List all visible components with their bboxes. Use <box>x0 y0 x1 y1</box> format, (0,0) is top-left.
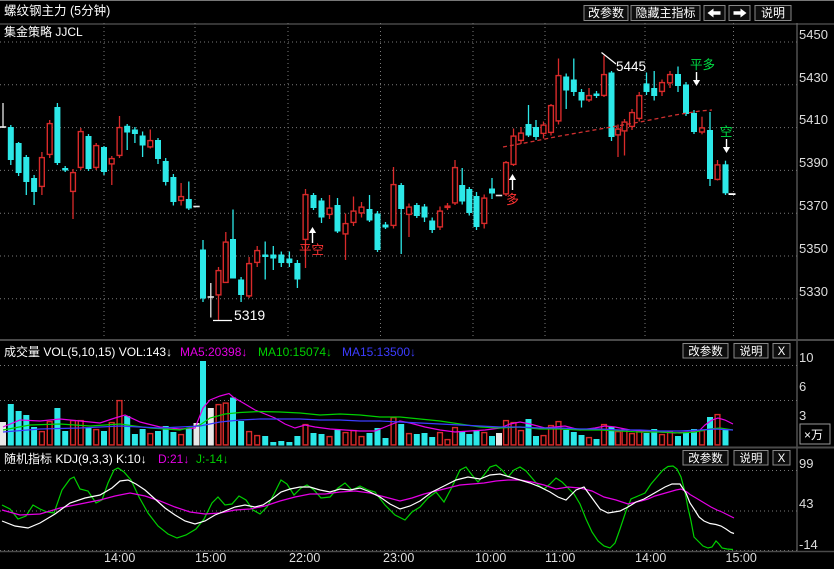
svg-text:多: 多 <box>506 192 519 207</box>
svg-text:成交量 VOL(5,10,15) VOL:143↓: 成交量 VOL(5,10,15) VOL:143↓ <box>4 344 172 359</box>
svg-text:14:00: 14:00 <box>635 551 666 565</box>
svg-text:说明: 说明 <box>740 451 763 465</box>
svg-text:5445: 5445 <box>616 59 646 74</box>
svg-text:MA15:13500↓: MA15:13500↓ <box>342 345 416 359</box>
svg-text:随机指标 KDJ(9,3,3) K:10↓: 随机指标 KDJ(9,3,3) K:10↓ <box>4 451 147 466</box>
svg-text:改参数: 改参数 <box>688 451 723 465</box>
svg-text:10: 10 <box>799 350 813 365</box>
svg-text:14:00: 14:00 <box>104 551 135 565</box>
svg-text:99: 99 <box>799 456 813 471</box>
svg-text:5350: 5350 <box>799 241 828 256</box>
svg-text:MA10:15074↓: MA10:15074↓ <box>258 345 332 359</box>
svg-text:X: X <box>778 346 786 358</box>
svg-text:MA5:20398↓: MA5:20398↓ <box>180 345 247 359</box>
svg-text:23:00: 23:00 <box>383 551 414 565</box>
svg-text:集金策略 JJCL: 集金策略 JJCL <box>4 24 83 39</box>
svg-text:X: X <box>778 453 786 465</box>
svg-text:D:21↓: D:21↓ <box>158 452 189 466</box>
svg-text:说明: 说明 <box>740 344 763 358</box>
svg-text:5390: 5390 <box>799 155 828 170</box>
svg-text:5370: 5370 <box>799 198 828 213</box>
svg-text:11:00: 11:00 <box>545 551 575 565</box>
svg-text:43: 43 <box>799 496 813 511</box>
svg-text:5330: 5330 <box>799 284 828 299</box>
svg-text:3: 3 <box>799 408 806 423</box>
svg-text:平多: 平多 <box>690 58 715 72</box>
svg-text:15:00: 15:00 <box>195 551 226 565</box>
svg-text:5410: 5410 <box>799 112 828 127</box>
svg-text:15:00: 15:00 <box>726 551 757 565</box>
svg-text:5319: 5319 <box>234 307 265 323</box>
svg-text:×万: ×万 <box>804 428 823 442</box>
svg-text:6: 6 <box>799 379 806 394</box>
svg-text:10:00: 10:00 <box>475 551 506 565</box>
svg-text:空: 空 <box>720 125 733 139</box>
svg-text:5450: 5450 <box>799 27 828 42</box>
svg-text:-14: -14 <box>799 537 818 552</box>
svg-text:改参数: 改参数 <box>688 344 723 358</box>
svg-text:5430: 5430 <box>799 70 828 85</box>
svg-text:J:-14↓: J:-14↓ <box>196 452 229 466</box>
svg-text:说明: 说明 <box>761 5 785 20</box>
svg-text:螺纹钢主力 (5分钟): 螺纹钢主力 (5分钟) <box>4 3 110 18</box>
svg-text:改参数: 改参数 <box>588 5 624 20</box>
svg-text:隐藏主指标: 隐藏主指标 <box>635 5 695 20</box>
svg-text:22:00: 22:00 <box>289 551 320 565</box>
svg-text:平空: 平空 <box>299 243 324 257</box>
